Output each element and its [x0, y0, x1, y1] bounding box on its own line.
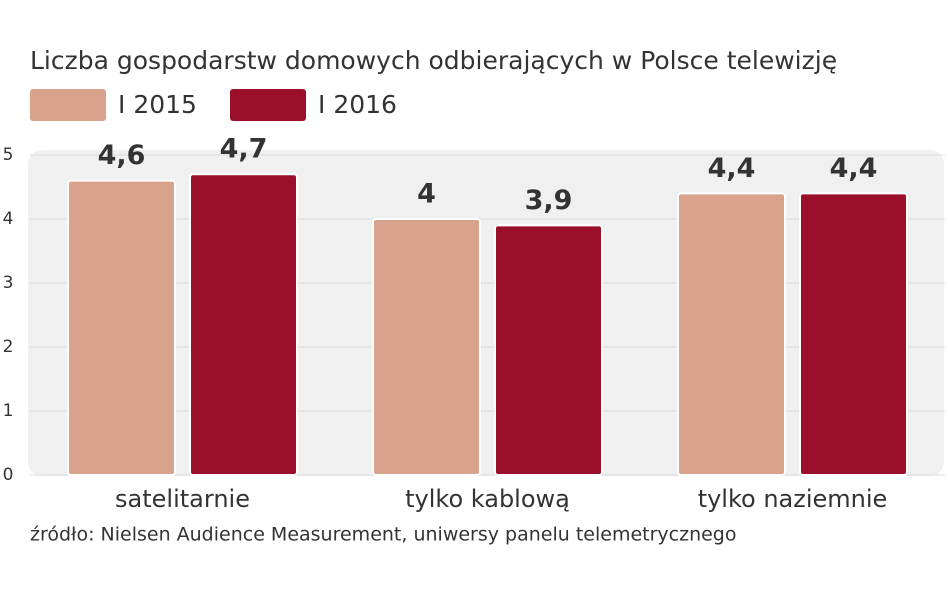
- value-label: 4,6: [98, 140, 146, 171]
- source-note: źródło: Nielsen Audience Measurement, un…: [30, 524, 736, 546]
- bar: [67, 179, 176, 476]
- value-label: 4: [417, 179, 436, 210]
- x-tick-label: tylko kablową: [405, 485, 570, 513]
- value-label: 4,7: [220, 134, 268, 165]
- y-tick-label: 4: [3, 209, 14, 229]
- value-label: 3,9: [525, 185, 573, 216]
- bar: [799, 192, 908, 476]
- legend-swatch: [230, 89, 306, 121]
- y-tick-label: 2: [3, 337, 14, 357]
- x-tick-label: tylko naziemnie: [698, 485, 888, 513]
- bar: [677, 192, 786, 476]
- bar: [372, 218, 481, 476]
- y-tick-label: 1: [3, 401, 14, 421]
- y-tick-label: 0: [3, 465, 14, 485]
- legend-label: I 2016: [318, 90, 397, 119]
- value-label: 4,4: [708, 153, 756, 184]
- chart-title: Liczba gospodarstw domowych odbierającyc…: [30, 46, 837, 75]
- x-tick-label: satelitarnie: [115, 485, 250, 513]
- value-label: 4,4: [830, 153, 878, 184]
- y-tick-label: 5: [3, 145, 14, 165]
- bar: [494, 224, 603, 476]
- legend-swatch: [30, 89, 106, 121]
- y-tick-label: 3: [3, 273, 14, 293]
- legend-label: I 2015: [118, 90, 197, 119]
- bar: [189, 173, 298, 476]
